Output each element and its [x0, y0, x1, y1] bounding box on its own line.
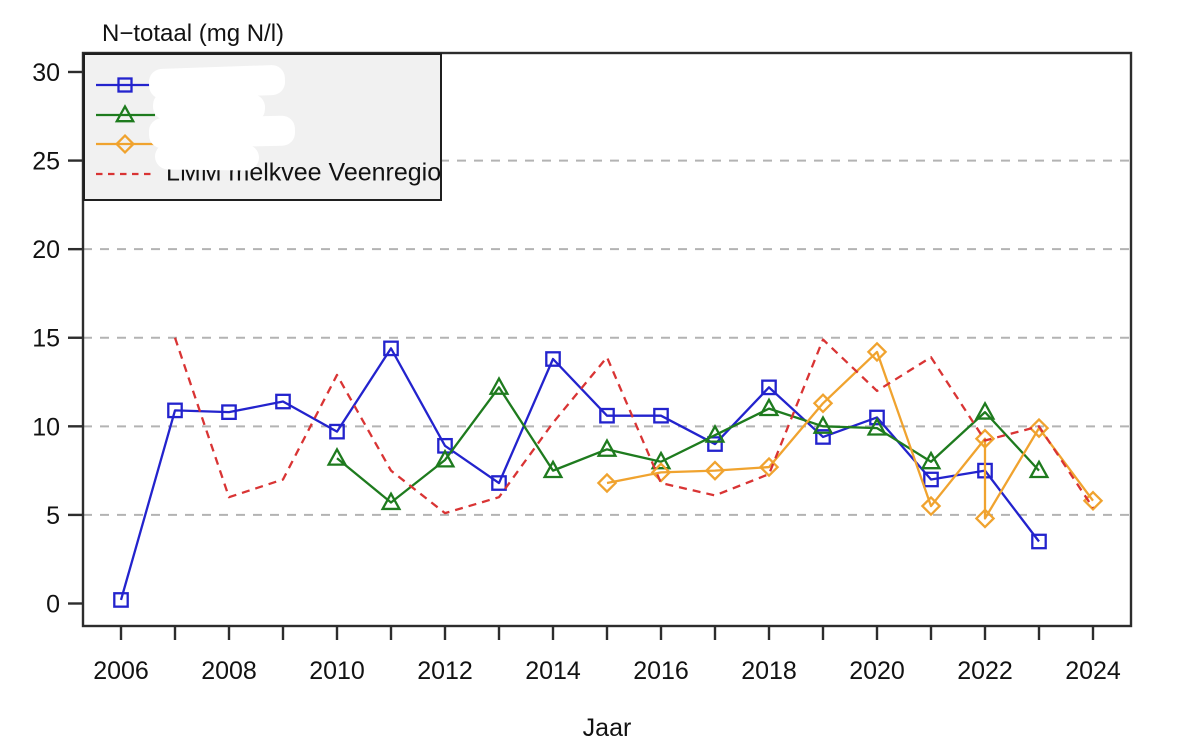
- data-point-triangle: [812, 415, 834, 434]
- data-point-triangle: [1028, 459, 1050, 479]
- x-tick-label: 2018: [741, 657, 797, 685]
- data-point-triangle: [920, 450, 942, 470]
- x-tick-label: 2010: [309, 657, 365, 685]
- data-point-triangle: [974, 400, 996, 420]
- legend: LMM melkvee Veenregio: [83, 53, 442, 201]
- x-tick-label: 2024: [1065, 657, 1121, 685]
- redaction-blob: [154, 143, 260, 171]
- data-point-square: [1031, 533, 1047, 550]
- legend-sample-triangle-line: [96, 104, 155, 123]
- legend-item-1: [95, 72, 157, 98]
- data-point-diamond: [974, 428, 996, 449]
- data-point-square: [275, 393, 291, 410]
- data-point-square: [869, 409, 885, 426]
- x-tick-label: 2012: [417, 657, 473, 685]
- data-point-triangle: [866, 416, 888, 436]
- y-tick-label: 25: [32, 148, 60, 176]
- data-point-diamond: [758, 456, 780, 478]
- data-point-square: [329, 423, 345, 440]
- data-point-diamond: [866, 341, 888, 363]
- y-tick-label: 30: [32, 59, 60, 87]
- data-point-square: [491, 475, 507, 491]
- data-point-square: [167, 402, 183, 419]
- data-point-square: [383, 340, 399, 357]
- data-point-triangle: [488, 376, 510, 395]
- data-point-triangle: [326, 447, 348, 466]
- legend-sample-diamond-line: [96, 133, 155, 155]
- data-point-square: [113, 592, 129, 608]
- x-tick-label: 2016: [633, 657, 689, 685]
- data-point-triangle: [434, 448, 456, 468]
- data-point-diamond: [920, 495, 942, 517]
- data-point-triangle: [542, 459, 564, 479]
- data-point-triangle: [380, 491, 402, 511]
- x-tick-label: 2006: [93, 657, 149, 685]
- data-point-triangle: [704, 424, 726, 443]
- legend-item-3: [95, 131, 157, 157]
- x-tick-label: 2022: [957, 657, 1013, 685]
- data-point-triangle: [758, 397, 780, 417]
- data-point-square: [653, 407, 669, 424]
- x-tick-label: 2008: [201, 657, 257, 685]
- legend-item-2: [95, 102, 157, 128]
- legend-item-4: LMM melkvee Veenregio: [95, 158, 441, 187]
- data-point-square: [707, 436, 723, 452]
- y-tick-label: 5: [46, 502, 60, 530]
- data-point-square: [599, 407, 615, 424]
- data-point-square: [221, 404, 237, 421]
- legend-sample-square-line: [96, 77, 155, 93]
- data-point-square: [761, 379, 777, 396]
- data-point-diamond: [596, 472, 618, 494]
- series-line-lmm-melkvee-veenregio: [173, 337, 1094, 515]
- data-point-diamond: [974, 508, 996, 529]
- chart-title: N−totaal (mg N/l): [102, 20, 285, 47]
- y-tick-label: 15: [32, 325, 60, 353]
- series-line-green-triangles: [336, 386, 1040, 504]
- y-tick-label: 10: [32, 413, 60, 441]
- data-point-square: [923, 471, 939, 488]
- data-point-square: [545, 351, 561, 367]
- y-tick-label: 0: [46, 591, 60, 619]
- data-point-diamond: [812, 393, 834, 414]
- data-point-triangle: [650, 450, 672, 470]
- series-line-orange-diamonds: [606, 350, 1094, 520]
- data-point-triangle: [596, 438, 618, 457]
- x-axis-title: Jaar: [582, 714, 632, 742]
- x-tick-label: 2020: [849, 657, 905, 685]
- series-line-blue-squares: [119, 347, 1040, 601]
- data-point-diamond: [1028, 417, 1050, 439]
- data-point-square: [815, 429, 831, 445]
- x-tick-label: 2014: [525, 657, 581, 685]
- data-point-diamond: [704, 460, 726, 481]
- y-tick-label: 20: [32, 236, 60, 264]
- legend-sample-none-dashed-line: [96, 172, 155, 176]
